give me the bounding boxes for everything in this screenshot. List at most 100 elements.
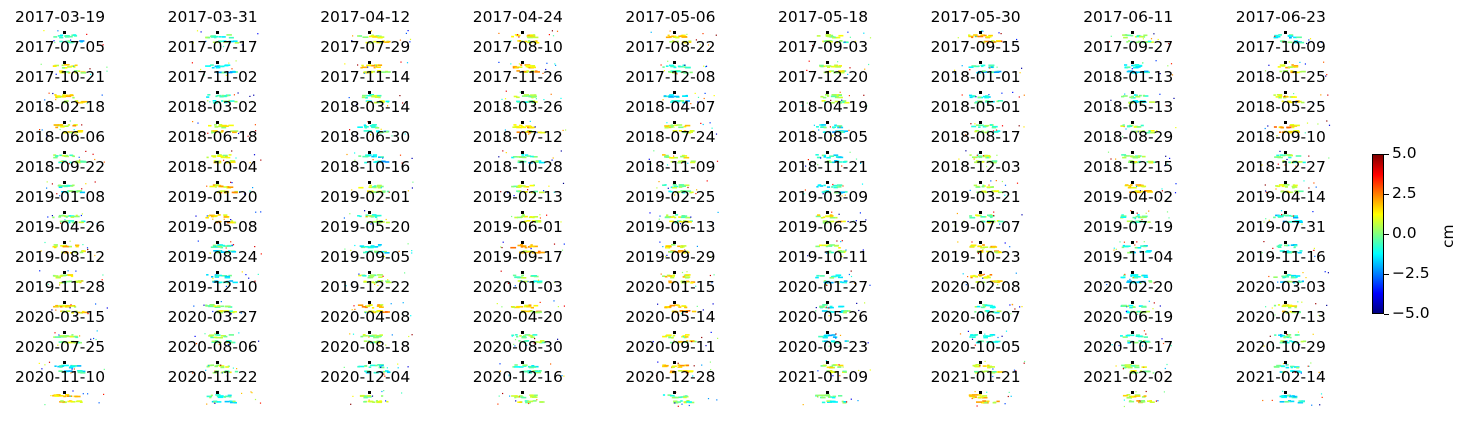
map-pixel: [1122, 336, 1128, 338]
map-pixel: [858, 369, 860, 372]
map-pixel: [534, 101, 538, 103]
map-pixel: [1123, 36, 1128, 39]
map-pixel: [214, 365, 218, 367]
map-pixel: [383, 370, 386, 373]
map-pixel: [981, 395, 987, 397]
map-pixel: [653, 150, 655, 152]
map-pixel: [855, 158, 858, 160]
map-pixel: [213, 305, 217, 307]
panel-title: 2019-04-14: [1235, 188, 1326, 206]
map-pixel: [532, 311, 538, 313]
map-pixel: [1286, 394, 1290, 397]
map-pixel: [1143, 245, 1147, 248]
map-pixel: [671, 244, 676, 246]
map-pixel: [703, 65, 705, 67]
map-pixel: [209, 336, 214, 339]
map-pixel: [73, 65, 75, 67]
map-pixel: [1313, 249, 1315, 251]
map-pixel: [101, 94, 103, 96]
map-pixel: [208, 214, 215, 217]
map-pixel: [670, 276, 675, 279]
map-pixel: [226, 244, 233, 247]
map-pixel: [706, 65, 708, 67]
map-pixel: [1175, 183, 1177, 185]
map-pixel: [978, 365, 981, 367]
panel-title: 2019-06-25: [778, 218, 869, 236]
map-pixel: [231, 161, 236, 163]
map-pixel: [515, 100, 520, 103]
map-pixel: [85, 150, 87, 152]
map-pixel: [374, 101, 379, 104]
map-pixel: [63, 370, 70, 372]
map-pixel: [668, 275, 673, 277]
map-pixel: [76, 311, 81, 314]
map-pixel: [683, 220, 687, 222]
map-pixel: [1147, 40, 1152, 43]
panel: 2019-11-16: [1221, 240, 1373, 287]
map-pixel: [986, 221, 988, 223]
map-pixel: [831, 334, 836, 336]
map-pixel: [552, 157, 554, 159]
reference-point: [826, 31, 829, 34]
map-pixel: [662, 99, 665, 101]
map-pixel: [954, 250, 957, 252]
map-pixel: [372, 36, 378, 38]
map-pixel: [200, 31, 202, 33]
map-pixel: [363, 401, 367, 403]
map-pixel: [62, 336, 67, 338]
map-pixel: [680, 223, 682, 225]
map-pixel: [979, 396, 984, 398]
map-pixel: [51, 215, 53, 217]
map-pixel: [868, 63, 870, 66]
map-pixel: [1271, 399, 1273, 401]
map-pixel: [92, 153, 94, 155]
map-pixel: [203, 74, 205, 76]
map-pixel: [1297, 221, 1303, 223]
map-pixel: [839, 126, 841, 128]
panel-title: 2020-04-08: [320, 308, 411, 326]
map-pixel: [65, 304, 70, 307]
map-pixel: [969, 96, 973, 99]
map-pixel: [843, 101, 850, 104]
map-pixel: [548, 34, 550, 36]
map-pixel: [1008, 246, 1010, 248]
map-pixel: [1020, 67, 1022, 69]
map-pixel: [228, 280, 233, 282]
map-pixel: [1127, 366, 1133, 369]
map-pixel: [821, 124, 827, 126]
map-pixel: [1170, 345, 1173, 347]
panel: 2018-06-06: [0, 120, 152, 165]
panel-map: [53, 330, 98, 346]
map-pixel: [372, 281, 377, 284]
reference-point: [63, 31, 66, 34]
map-pixel: [213, 124, 217, 126]
map-pixel: [838, 94, 842, 97]
map-pixel: [221, 65, 225, 68]
map-pixel: [831, 94, 837, 96]
map-pixel: [521, 160, 527, 163]
panel-map: [1261, 241, 1320, 257]
map-pixel: [953, 73, 956, 75]
map-pixel: [1163, 342, 1165, 345]
map-pixel: [1282, 96, 1289, 98]
map-pixel: [1127, 251, 1132, 254]
map-pixel: [666, 254, 668, 256]
map-pixel: [864, 68, 866, 70]
map-pixel: [991, 246, 997, 248]
map-pixel: [367, 221, 372, 223]
map-pixel: [251, 187, 253, 189]
map-pixel: [681, 34, 687, 37]
map-pixel: [207, 305, 214, 308]
map-pixel: [212, 100, 216, 102]
map-pixel: [366, 370, 371, 372]
map-pixel: [383, 373, 385, 375]
map-pixel: [218, 343, 220, 346]
map-pixel: [81, 280, 83, 282]
map-pixel: [354, 159, 356, 161]
map-pixel: [1297, 220, 1303, 222]
map-pixel: [708, 44, 710, 46]
map-pixel: [1297, 280, 1301, 283]
map-pixel: [1120, 216, 1127, 218]
map-pixel: [534, 370, 541, 373]
map-pixel: [1292, 65, 1298, 68]
